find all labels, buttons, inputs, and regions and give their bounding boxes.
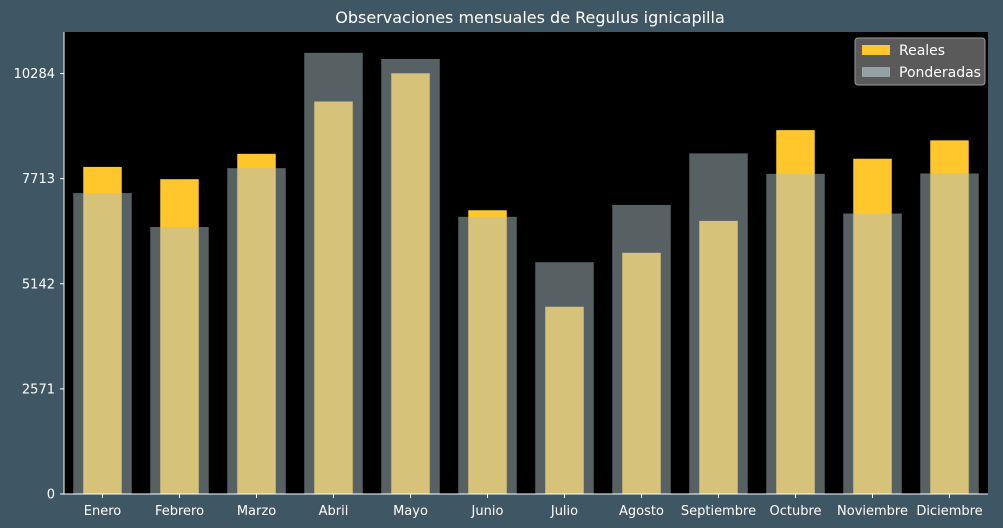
legend-label-ponderadas: Ponderadas [899,65,981,81]
bar-ponderadas-agosto [612,204,671,494]
bar-ponderadas-diciembre [920,173,979,494]
legend: Reales Ponderadas [854,37,986,86]
x-tick-label: Octubre [769,504,821,519]
y-tick-label: 7713 [22,172,55,187]
bar-ponderadas-noviembre [843,213,902,494]
x-axis: Enero Febrero Marzo Abril Mayo Junio Julio Agos… [64,493,988,519]
x-tick-label: Abril [319,504,349,519]
x-tick-label: Septiembre [681,504,756,519]
bar-ponderadas-septiembre [689,153,748,494]
legend-swatch-ponderadas [862,67,890,77]
bar-ponderadas-junio [458,216,517,495]
x-tick-label: Agosto [619,504,664,519]
x-tick-label: Julio [550,504,578,519]
bar-ponderadas-octubre [766,173,825,495]
y-axis: 0 2571 5142 7713 10284 [14,32,65,503]
bar-ponderadas-mayo [381,58,440,494]
y-tick-label: 2571 [22,382,55,397]
chart-title: Observaciones mensuales de Regulus ignic… [335,8,725,27]
legend-label-reales: Reales [899,43,945,59]
x-tick-label: Diciembre [916,504,982,519]
legend-swatch-reales [862,45,890,55]
y-tick-label: 0 [47,488,55,503]
x-tick-label: Enero [84,504,122,519]
y-tick-label: 10284 [14,67,55,82]
bar-ponderadas-enero [73,193,132,494]
bar-ponderadas-febrero [150,227,209,494]
x-tick-label: Febrero [155,504,204,519]
plot-area [64,32,988,494]
x-tick-label: Marzo [237,504,276,519]
bar-ponderadas-julio [535,262,594,494]
y-tick-label: 5142 [22,277,55,292]
bar-ponderadas-marzo [227,168,286,494]
x-tick-label: Junio [471,504,504,519]
x-tick-label: Mayo [393,504,428,519]
series-ponderadas [73,52,979,495]
x-tick-label: Noviembre [837,504,908,519]
bar-ponderadas-abril [304,52,363,495]
